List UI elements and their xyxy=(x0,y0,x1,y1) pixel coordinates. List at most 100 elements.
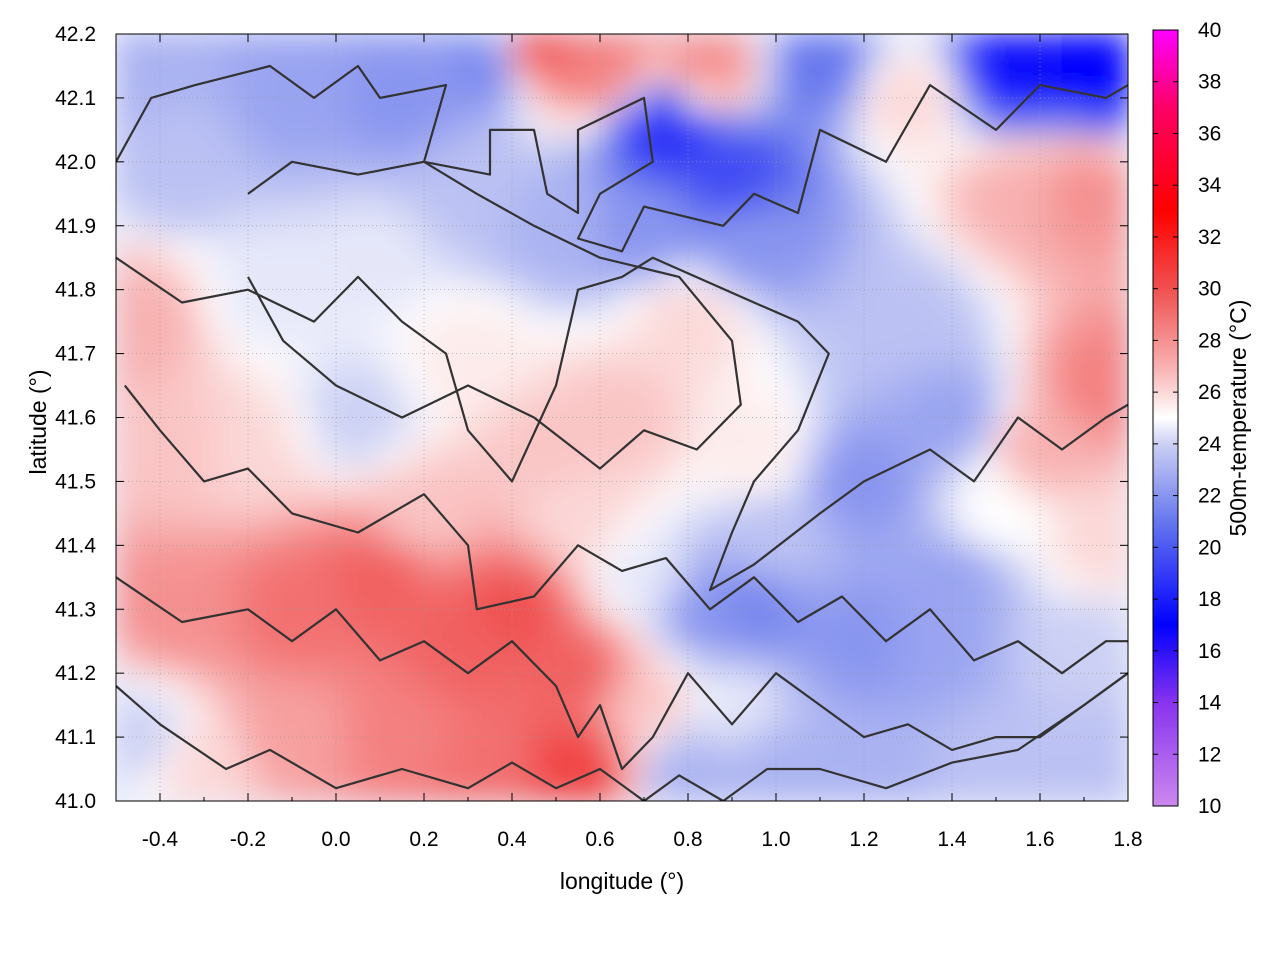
colorbar-tick-label: 22 xyxy=(1198,485,1221,508)
temperature-cell xyxy=(291,110,315,137)
temperature-cell xyxy=(577,417,601,444)
temperature-cell xyxy=(511,314,535,342)
temperature-cell xyxy=(1039,289,1063,316)
temperature-cell xyxy=(533,365,557,393)
temperature-cell xyxy=(247,570,271,597)
temperature-cell xyxy=(599,570,623,597)
temperature-cell xyxy=(291,59,315,86)
temperature-cell xyxy=(841,365,865,393)
temperature-cell xyxy=(731,774,755,801)
temperature-cell xyxy=(423,595,447,623)
temperature-cell xyxy=(643,570,667,597)
temperature-cell xyxy=(555,84,579,112)
temperature-cell xyxy=(995,110,1019,137)
temperature-cell xyxy=(643,34,667,61)
temperature-cell xyxy=(995,544,1019,572)
temperature-cell xyxy=(291,161,315,188)
temperature-cell xyxy=(1017,647,1041,674)
temperature-cell xyxy=(819,289,843,316)
temperature-cell xyxy=(709,493,733,521)
temperature-cell xyxy=(467,314,491,342)
temperature-cell xyxy=(379,59,403,86)
temperature-cell xyxy=(1061,34,1085,61)
temperature-cell xyxy=(797,135,821,163)
temperature-cell xyxy=(621,314,645,342)
temperature-cell xyxy=(599,135,623,163)
temperature-cell xyxy=(775,723,799,751)
temperature-cell xyxy=(1017,749,1041,776)
temperature-cell xyxy=(467,289,491,316)
temperature-cell xyxy=(731,161,755,188)
temperature-cell xyxy=(533,544,557,572)
temperature-cell xyxy=(489,493,513,521)
temperature-cell xyxy=(269,519,293,546)
temperature-cell xyxy=(643,468,667,495)
temperature-cell xyxy=(643,723,667,751)
temperature-cell xyxy=(775,570,799,597)
temperature-cell xyxy=(621,493,645,521)
temperature-cell xyxy=(687,238,711,265)
temperature-cell xyxy=(1105,391,1128,418)
temperature-cell xyxy=(247,647,271,674)
temperature-cell xyxy=(599,519,623,546)
temperature-cell xyxy=(577,570,601,597)
temperature-cell xyxy=(599,442,623,470)
temperature-cell xyxy=(225,135,249,163)
temperature-cell xyxy=(379,493,403,521)
temperature-cell xyxy=(489,672,513,700)
temperature-cell xyxy=(511,340,535,367)
temperature-cell xyxy=(401,238,425,265)
temperature-cell xyxy=(203,314,227,342)
temperature-cell xyxy=(379,110,403,137)
temperature-cell xyxy=(819,238,843,265)
temperature-cell xyxy=(489,289,513,316)
temperature-cell xyxy=(775,647,799,674)
temperature-cell xyxy=(313,774,337,801)
temperature-cell xyxy=(401,263,425,291)
temperature-cell xyxy=(1105,774,1128,801)
temperature-cell xyxy=(775,263,799,291)
temperature-cell xyxy=(907,570,931,597)
x-tick-label: -0.4 xyxy=(142,828,179,851)
temperature-cell xyxy=(203,519,227,546)
temperature-cell xyxy=(841,519,865,546)
temperature-cell xyxy=(423,442,447,470)
temperature-cell xyxy=(599,340,623,367)
temperature-cell xyxy=(929,365,953,393)
temperature-cell xyxy=(995,391,1019,418)
temperature-cell xyxy=(643,135,667,163)
temperature-cell xyxy=(225,647,249,674)
temperature-cell xyxy=(423,34,447,61)
temperature-cell xyxy=(665,749,689,776)
temperature-cell xyxy=(621,442,645,470)
temperature-cell xyxy=(929,774,953,801)
temperature-cell xyxy=(753,314,777,342)
temperature-cell xyxy=(203,417,227,444)
temperature-cell xyxy=(797,749,821,776)
temperature-cell xyxy=(1083,110,1107,137)
temperature-cell xyxy=(1039,647,1063,674)
temperature-cell xyxy=(225,519,249,546)
temperature-cell xyxy=(225,672,249,700)
temperature-cell xyxy=(137,59,161,86)
temperature-cell xyxy=(819,774,843,801)
temperature-cell xyxy=(687,34,711,61)
temperature-cell xyxy=(1017,238,1041,265)
temperature-cell xyxy=(423,289,447,316)
temperature-cell xyxy=(1083,186,1107,214)
temperature-cell xyxy=(423,417,447,444)
temperature-cell xyxy=(709,544,733,572)
temperature-cell xyxy=(885,391,909,418)
temperature-cell xyxy=(841,263,865,291)
temperature-cell xyxy=(1083,595,1107,623)
temperature-cell xyxy=(973,544,997,572)
temperature-cell xyxy=(709,519,733,546)
temperature-cell xyxy=(929,289,953,316)
temperature-cell xyxy=(1083,391,1107,418)
temperature-cell xyxy=(775,340,799,367)
temperature-cell xyxy=(709,110,733,137)
temperature-cell xyxy=(137,570,161,597)
temperature-cell xyxy=(951,340,975,367)
temperature-cell xyxy=(709,161,733,188)
temperature-cell xyxy=(819,161,843,188)
